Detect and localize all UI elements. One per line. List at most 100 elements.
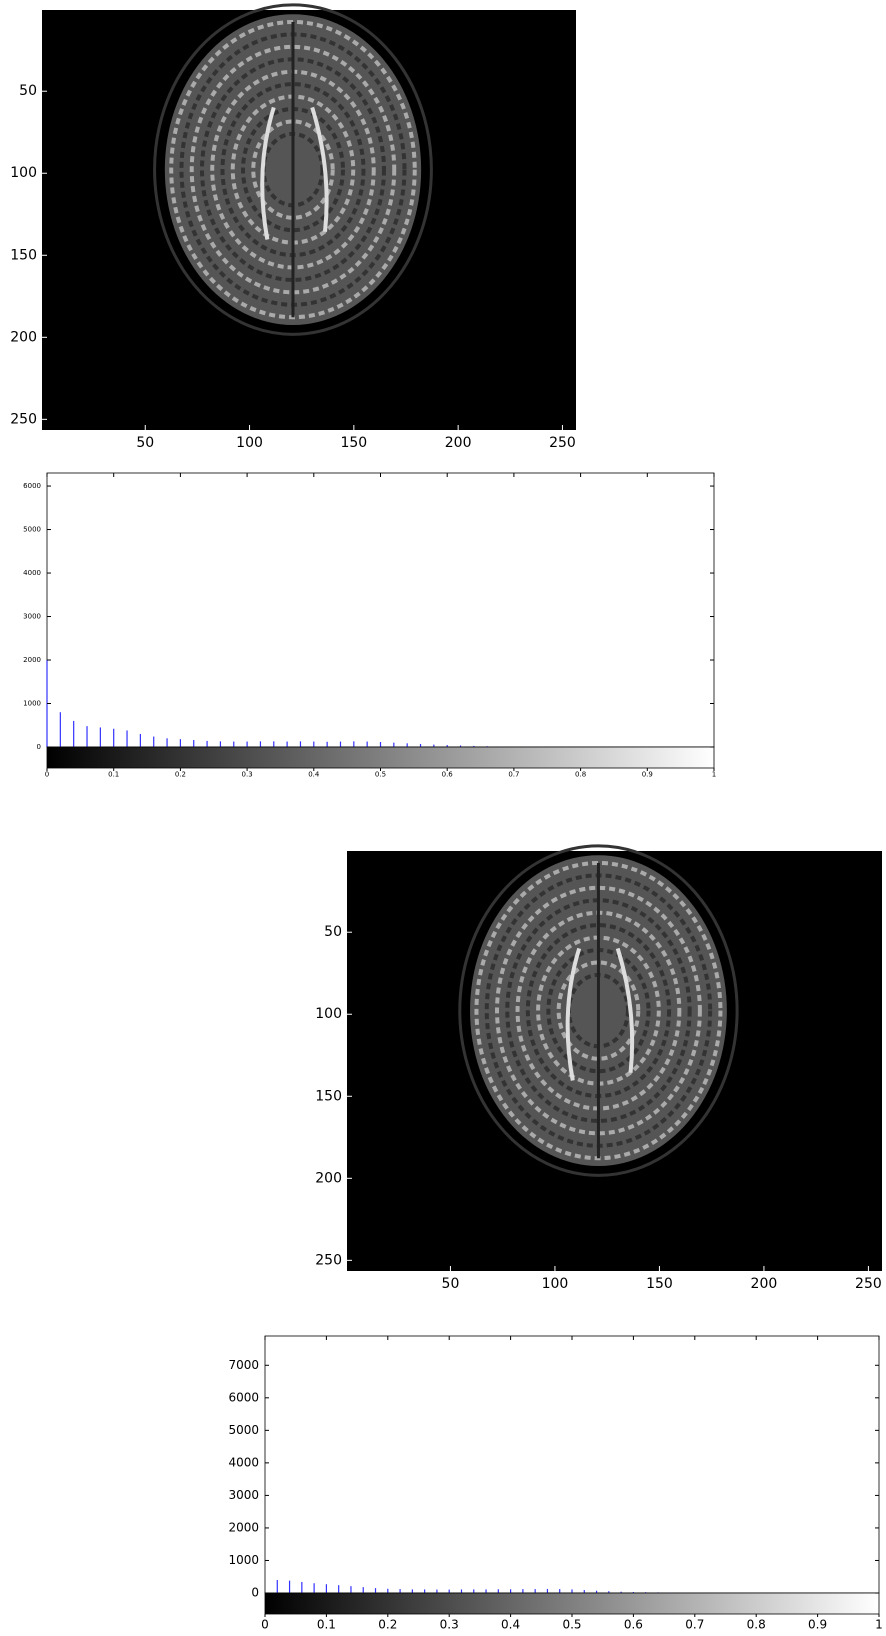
bar (546, 1588, 549, 1593)
bar (362, 1587, 364, 1593)
x-tick-label: 0.1 (108, 770, 119, 778)
x-tick-label: 0.8 (747, 1617, 766, 1631)
bar (433, 744, 435, 747)
bar (387, 1588, 389, 1593)
y-tick-label: 5000 (23, 526, 41, 534)
bar (139, 733, 141, 747)
bar (86, 726, 88, 747)
bar (379, 741, 382, 747)
bar (350, 1586, 352, 1593)
bar (339, 741, 342, 747)
plot-box (264, 1335, 880, 1594)
plot-box (46, 472, 715, 748)
x-tick-label: 250 (855, 1276, 882, 1292)
x-tick-label: 0.8 (575, 770, 586, 778)
y-tick-label: 1000 (228, 1553, 259, 1567)
bar (419, 743, 422, 747)
gyrus (495, 885, 702, 1136)
gyrus (251, 119, 335, 220)
y-tick-label: 6000 (23, 482, 41, 490)
bar (286, 741, 288, 747)
bar (459, 745, 462, 747)
mri-image (153, 3, 433, 336)
x-tick-label: 0.4 (501, 1617, 520, 1631)
y-tick-label: 1000 (23, 700, 41, 708)
gyrus (189, 44, 397, 295)
bar (446, 745, 448, 747)
bar (473, 1589, 475, 1593)
gyrus (556, 960, 641, 1061)
bar (126, 730, 128, 747)
bar (571, 1589, 573, 1593)
bar (259, 741, 262, 747)
y-tick-label: 100 (10, 165, 37, 181)
bar (522, 1589, 524, 1593)
bar (99, 727, 101, 747)
x-tick-label: 0.4 (308, 770, 320, 778)
colorbar (264, 1592, 880, 1615)
y-tick-label: 200 (315, 1170, 342, 1186)
bar (73, 720, 75, 747)
bar (326, 741, 328, 747)
bar (276, 1579, 278, 1593)
x-tick-label: 0 (45, 770, 49, 778)
bar (436, 1589, 438, 1593)
bar (273, 741, 275, 747)
bar (559, 1589, 561, 1593)
bar (313, 1583, 315, 1593)
y-tick-label: 6000 (228, 1390, 259, 1404)
y-tick-label: 100 (315, 1006, 342, 1022)
bar (393, 742, 395, 747)
x-tick-label: 1 (875, 1617, 883, 1631)
x-tick-label: 100 (236, 435, 263, 451)
bar (288, 1580, 291, 1593)
y-tick-label: 150 (315, 1088, 342, 1104)
y-tick-label: 0 (37, 743, 41, 751)
x-tick-label: 0.5 (375, 770, 386, 778)
bar (399, 1589, 401, 1593)
bar (166, 738, 168, 747)
x-tick-label: 0.6 (442, 770, 454, 778)
bar (632, 1592, 634, 1593)
bar (448, 1589, 450, 1593)
bar (374, 1588, 377, 1593)
x-tick-label: 0.3 (242, 770, 253, 778)
bar (338, 1585, 340, 1593)
bar (366, 741, 368, 747)
bar (473, 745, 475, 747)
bar (411, 1589, 413, 1593)
y-tick-label: 0 (251, 1586, 259, 1600)
y-tick-label: 3000 (23, 613, 41, 621)
x-tick-label: 50 (136, 435, 154, 451)
y-tick-label: 50 (324, 924, 342, 940)
bar (424, 1589, 426, 1593)
x-tick-label: 0.2 (378, 1617, 397, 1631)
bar (219, 741, 222, 747)
x-tick-label: 50 (442, 1276, 460, 1292)
x-tick-label: 0.9 (642, 770, 653, 778)
x-tick-label: 0 (261, 1617, 269, 1631)
bar (325, 1584, 327, 1593)
bar (620, 1591, 622, 1593)
y-tick-label: 7000 (228, 1358, 259, 1372)
x-tick-label: 0.1 (317, 1617, 336, 1631)
bar (406, 743, 408, 747)
bar (193, 740, 195, 747)
x-tick-label: 1 (712, 770, 716, 778)
bar (485, 1589, 487, 1593)
ventricles (565, 947, 635, 1081)
bar (301, 1581, 303, 1593)
x-tick-label: 0.5 (562, 1617, 581, 1631)
y-tick-label: 50 (19, 83, 37, 99)
bar (299, 741, 302, 747)
bar (246, 741, 248, 747)
x-tick-label: 200 (445, 435, 472, 451)
y-tick-label: 4000 (23, 569, 41, 577)
bar (179, 739, 181, 747)
bar (510, 1589, 512, 1593)
y-tick-label: 3000 (228, 1488, 259, 1502)
x-tick-label: 100 (542, 1276, 569, 1292)
x-tick-label: 0.7 (508, 770, 519, 778)
x-tick-label: 0.2 (175, 770, 186, 778)
